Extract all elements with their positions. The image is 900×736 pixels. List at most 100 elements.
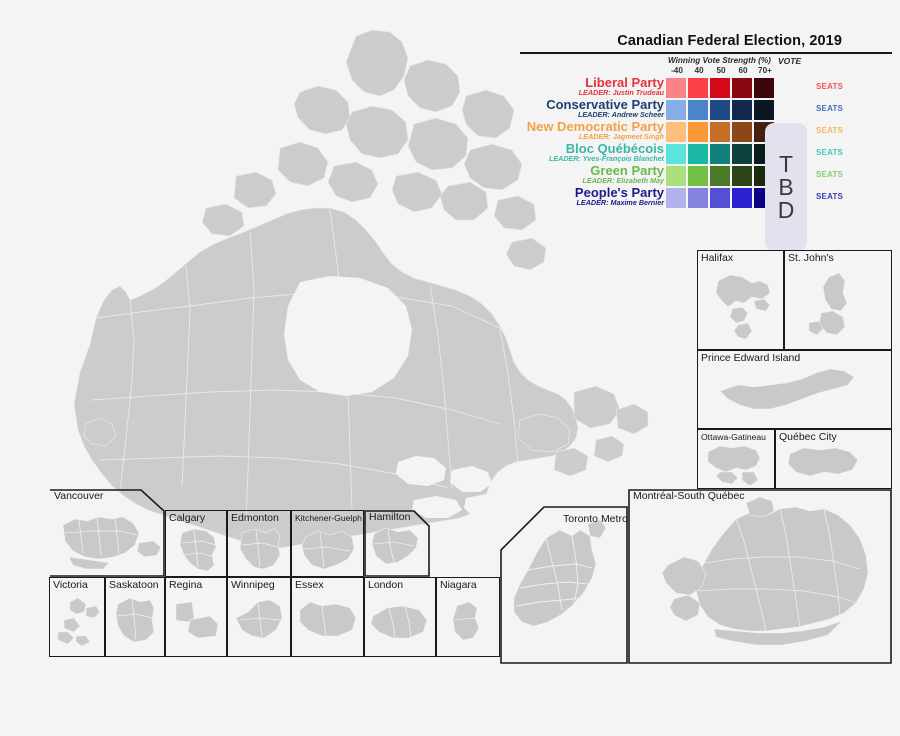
legend-title: Canadian Federal Election, 2019 — [617, 33, 842, 49]
inset-prince-edward-island[interactable]: Prince Edward Island — [697, 350, 892, 429]
legend-row-conservative: Conservative Party LEADER: Andrew Scheer… — [520, 98, 892, 122]
inset-toronto-metro[interactable]: Toronto Metro — [500, 506, 628, 664]
party-color-ramp — [666, 78, 776, 98]
inset-montreal-south-quebec[interactable]: Montréal-South Québec — [628, 489, 892, 664]
inset-winnipeg[interactable]: Winnipeg — [227, 577, 291, 657]
inset-label: Calgary — [169, 512, 206, 524]
inset-map-essex — [299, 601, 357, 637]
inset-saskatoon[interactable]: Saskatoon — [105, 577, 165, 657]
legend-divider — [520, 52, 892, 54]
ramp-swatch — [666, 100, 686, 120]
inset-london[interactable]: London — [364, 577, 436, 657]
inset-label: St. John's — [788, 252, 834, 264]
ramp-swatch — [688, 188, 708, 208]
party-name: Bloc Québécois — [565, 141, 664, 156]
ramp-swatch — [710, 188, 730, 208]
inset-map-london — [370, 605, 428, 639]
canada-landmass — [73, 29, 649, 549]
ramp-swatch — [710, 144, 730, 164]
scale-tick: -40 — [671, 66, 683, 75]
inset-map-saskatoon — [115, 597, 155, 643]
party-seats: SEATS — [816, 170, 844, 179]
inset-label: Vancouver — [54, 490, 104, 502]
party-seats: SEATS — [816, 148, 844, 157]
vote-result-box: T B D — [765, 123, 807, 251]
ramp-swatch — [688, 122, 708, 142]
ramp-swatch — [710, 78, 730, 98]
legend-row-liberal: Liberal Party LEADER: Justin Trudeau SEA… — [520, 75, 892, 100]
inset-map-victoria — [57, 597, 101, 647]
inset-calgary[interactable]: Calgary — [165, 510, 227, 577]
ramp-swatch — [732, 144, 752, 164]
inset-edmonton[interactable]: Edmonton — [227, 510, 291, 577]
ramp-swatch — [710, 122, 730, 142]
ramp-swatch — [688, 144, 708, 164]
inset-frame-hamilton — [364, 510, 430, 577]
vote-letter: B — [778, 173, 794, 200]
inset-regina[interactable]: Regina — [165, 577, 227, 657]
inset-map-winnipeg — [235, 599, 283, 639]
inset-victoria[interactable]: Victoria — [49, 577, 105, 657]
party-color-ramp — [666, 100, 776, 120]
inset-map-quebec-city — [787, 447, 859, 477]
party-seats: SEATS — [816, 82, 844, 91]
inset-essex[interactable]: Essex — [291, 577, 364, 657]
ramp-swatch — [666, 78, 686, 98]
party-leader: LEADER: Maxime Bernier — [576, 198, 664, 207]
inset-kitchener-guelph[interactable]: Kitchener-Guelph — [291, 510, 364, 577]
legend-header: Winning Vote Strength (%) VOTE -40 40 50… — [520, 56, 892, 78]
inset-map-ottawa — [707, 445, 761, 487]
party-seats: SEATS — [816, 192, 844, 201]
inset-label: Kitchener-Guelph — [295, 513, 362, 523]
inset-quebec-city[interactable]: Québec City — [775, 429, 892, 489]
ramp-swatch — [688, 166, 708, 186]
inset-label: Ottawa-Gatineau — [701, 432, 766, 442]
inset-vancouver[interactable]: Vancouver — [49, 489, 165, 577]
inset-niagara[interactable]: Niagara — [436, 577, 500, 657]
vote-letter: T — [778, 150, 794, 177]
ramp-swatch — [666, 144, 686, 164]
ramp-swatch — [732, 78, 752, 98]
legend-panel: Canadian Federal Election, 2019 Winning … — [520, 33, 892, 251]
scale-ticks: -40 40 50 60 70+ — [666, 66, 776, 75]
scale-tick: 50 — [716, 66, 726, 75]
inset-label: Québec City — [779, 431, 837, 443]
inset-map-pei — [719, 368, 855, 410]
inset-label: Niagara — [440, 579, 477, 591]
party-name: Liberal Party — [585, 75, 664, 90]
party-color-ramp — [666, 122, 776, 142]
inset-hamilton[interactable]: Hamilton — [364, 510, 430, 577]
party-name: Green Party — [590, 163, 664, 178]
inset-ottawa-gatineau[interactable]: Ottawa-Gatineau — [697, 429, 775, 489]
ramp-swatch — [732, 166, 752, 186]
party-color-ramp — [666, 144, 776, 164]
inset-label: Winnipeg — [231, 579, 275, 591]
ramp-swatch — [666, 166, 686, 186]
legend-row-green: Green Party LEADER: Elizabeth May SEATS — [520, 163, 892, 188]
scale-tick: 60 — [738, 66, 748, 75]
ramp-swatch — [710, 166, 730, 186]
inset-label: Saskatoon — [109, 579, 159, 591]
inset-halifax[interactable]: Halifax — [697, 250, 784, 350]
inset-frame-montreal — [628, 489, 892, 664]
ramp-swatch — [688, 78, 708, 98]
inset-st-johns[interactable]: St. John's — [784, 250, 892, 350]
legend-row-ndp: New Democratic Party LEADER: Jagmeet Sin… — [520, 119, 892, 144]
party-name: New Democratic Party — [526, 119, 664, 134]
inset-label: Prince Edward Island — [701, 352, 801, 364]
ramp-swatch — [754, 78, 774, 98]
ramp-swatch — [710, 100, 730, 120]
party-leader: LEADER: Elizabeth May — [582, 176, 664, 185]
ramp-swatch — [754, 100, 774, 120]
party-leader: LEADER: Andrew Scheer — [577, 110, 664, 119]
scale-caption: Winning Vote Strength (%) — [668, 56, 771, 65]
scale-tick: 70+ — [758, 66, 772, 75]
inset-map-kitchener — [301, 530, 355, 570]
scale-tick: 40 — [694, 66, 704, 75]
ramp-swatch — [732, 122, 752, 142]
inset-map-st-johns — [808, 272, 848, 336]
party-seats: SEATS — [816, 126, 844, 135]
ramp-swatch — [732, 188, 752, 208]
vote-caption: VOTE — [778, 56, 802, 66]
